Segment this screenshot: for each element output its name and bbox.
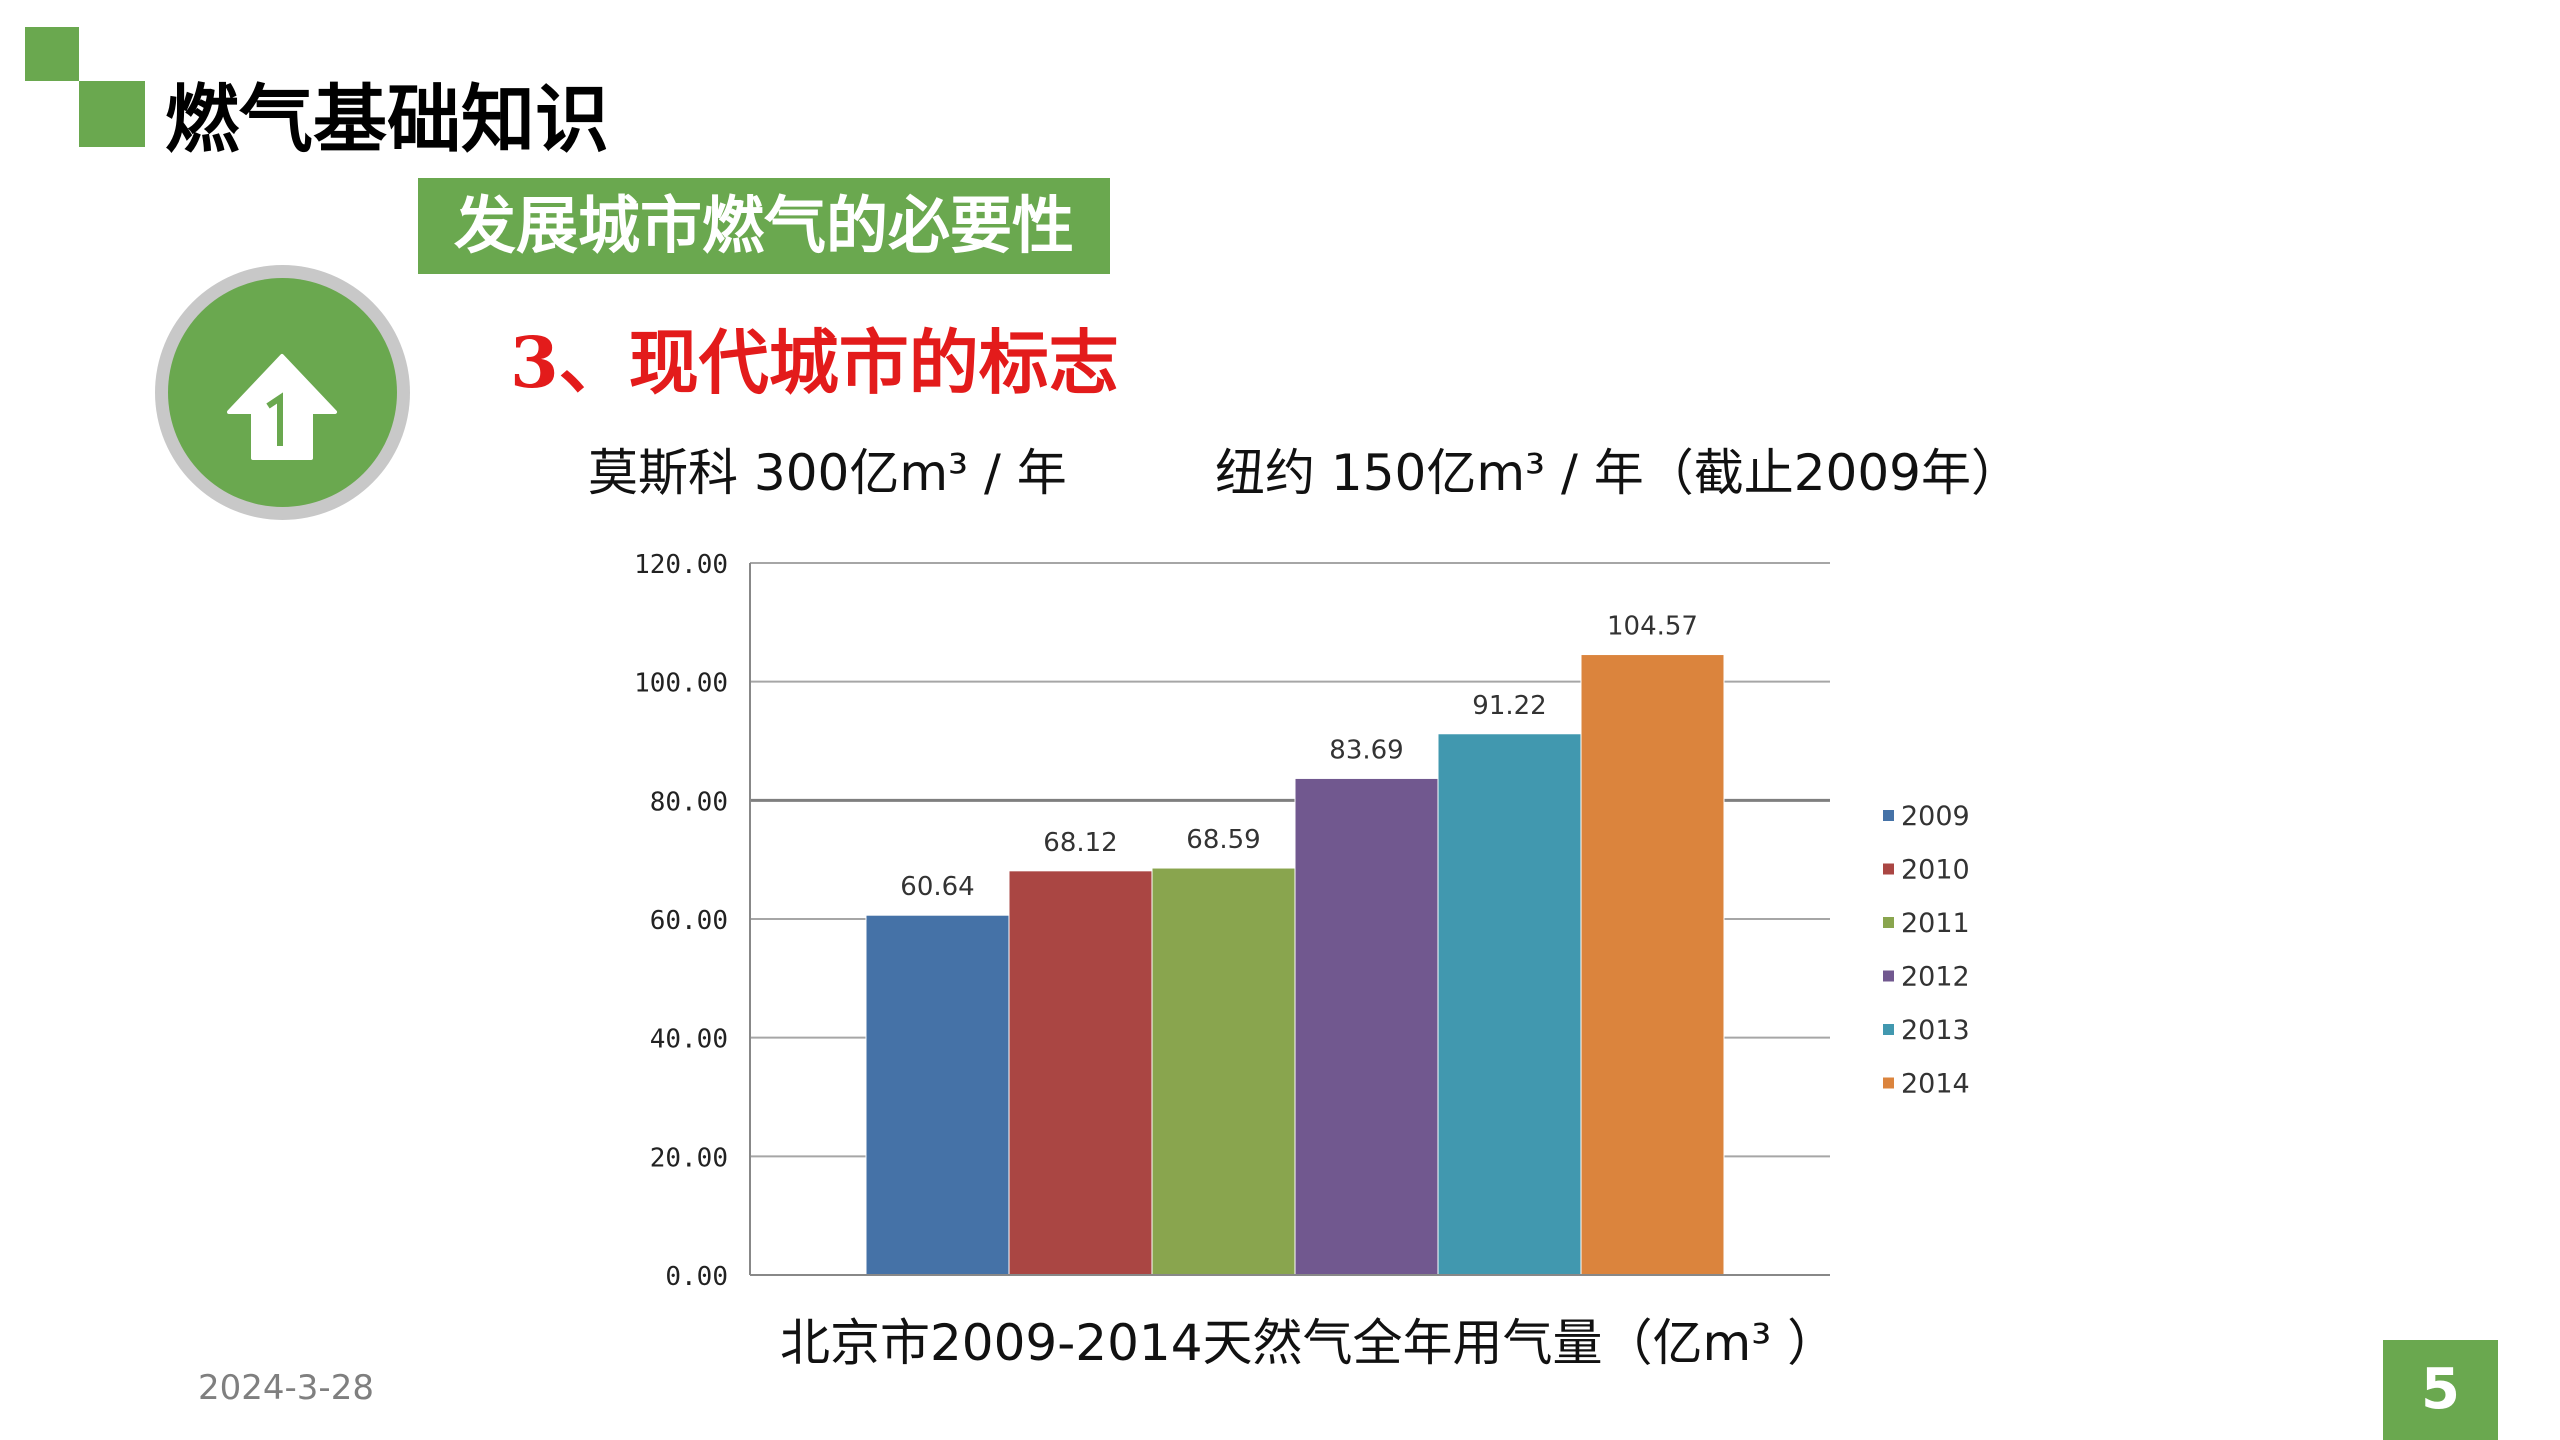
bar <box>1580 654 1725 1276</box>
bar-value-label: 104.57 <box>1607 612 1698 642</box>
legend-label: 2013 <box>1901 1015 1970 1046</box>
bar <box>1151 867 1296 1276</box>
legend-swatch <box>1883 1024 1894 1035</box>
bar-value-label: 68.12 <box>1043 828 1117 858</box>
y-tick-label: 20.00 <box>650 1143 728 1173</box>
stat-moscow: 莫斯科 300亿m³ / 年 <box>588 444 1067 502</box>
bar-value-label: 68.59 <box>1186 825 1260 855</box>
legend-label: 2012 <box>1901 962 1970 993</box>
up-arrow-icon <box>227 354 337 460</box>
bar-chart-svg: 0.00 20.00 40.00 60.00 80.00 100.00 120.00 60.6… <box>634 550 1970 1292</box>
y-tick-label: 100.00 <box>634 669 728 699</box>
bar <box>865 914 1010 1276</box>
bar-value-label: 91.22 <box>1472 691 1546 721</box>
decor-square-large <box>79 81 145 147</box>
bar-value-label: 60.64 <box>900 872 974 902</box>
legend-label: 2010 <box>1901 855 1970 886</box>
legend-label: 2011 <box>1901 908 1970 939</box>
chart-caption: 北京市2009-2014天然气全年用气量（亿m³ ） <box>780 1314 1838 1372</box>
point-title: 3、现代城市的标志 <box>510 321 1119 404</box>
y-tick-label: 120.00 <box>634 550 728 580</box>
circle-badge-inner <box>168 278 397 507</box>
circle-badge <box>155 265 410 520</box>
bar <box>1294 777 1439 1276</box>
y-tick-label: 40.00 <box>650 1025 728 1055</box>
legend-label: 2014 <box>1901 1069 1970 1100</box>
page-number: 5 <box>2383 1340 2498 1440</box>
bar <box>1008 870 1153 1276</box>
bar-value-label: 83.69 <box>1329 735 1403 765</box>
section-banner: 发展城市燃气的必要性 <box>418 178 1110 274</box>
legend-swatch <box>1883 810 1894 821</box>
bar-chart: 0.00 20.00 40.00 60.00 80.00 100.00 120.00 60.6… <box>580 530 2080 1310</box>
footer-date: 2024-3-28 <box>198 1368 374 1408</box>
decor-square-small <box>25 27 79 81</box>
legend-swatch <box>1883 917 1894 928</box>
slide-title: 燃气基础知识 <box>165 77 609 163</box>
stat-new-york: 纽约 150亿m³ / 年（截止2009年） <box>1215 444 2021 502</box>
legend-label: 2009 <box>1901 801 1970 832</box>
legend-swatch <box>1883 1077 1894 1089</box>
legend-swatch <box>1883 970 1894 982</box>
bar <box>1437 733 1582 1276</box>
y-tick-label: 80.00 <box>650 787 728 817</box>
y-tick-label: 60.00 <box>650 906 728 936</box>
legend-swatch <box>1883 863 1894 875</box>
y-tick-label: 0.00 <box>665 1262 728 1292</box>
